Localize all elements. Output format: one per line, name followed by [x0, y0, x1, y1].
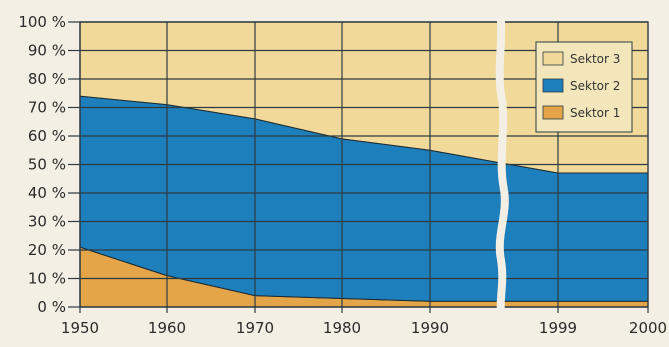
axis-break [495, 10, 509, 320]
legend-swatch [542, 105, 564, 120]
y-tick-label: 90 % [28, 42, 66, 60]
y-tick-label: 40 % [28, 184, 66, 202]
y-tick-label: 50 % [28, 156, 66, 174]
legend-label: Sektor 3 [570, 52, 620, 66]
x-tick-label: 2000 [629, 319, 667, 337]
x-axis: 1950 1960 1970 1980 1990 1999 2000 [61, 307, 667, 337]
x-tick-label: 1990 [411, 319, 449, 337]
plot-area [79, 10, 649, 320]
legend-label: Sektor 1 [570, 106, 620, 120]
legend-label: Sektor 2 [570, 79, 620, 93]
x-tick-label: 1999 [539, 319, 577, 337]
y-tick-label: 0 % [37, 298, 66, 316]
y-tick-label: 20 % [28, 241, 66, 259]
y-tick-label: 30 % [28, 213, 66, 231]
legend-swatch [542, 78, 564, 93]
x-tick-label: 1970 [236, 319, 274, 337]
y-tick-label: 70 % [28, 99, 66, 117]
y-tick-label: 10 % [28, 270, 66, 288]
x-tick-label: 1980 [323, 319, 361, 337]
y-tick-label: 80 % [28, 70, 66, 88]
legend-swatch [542, 51, 564, 66]
y-tick-label: 60 % [28, 127, 66, 145]
y-axis: 0 % 10 % 20 % 30 % 40 % 50 % 60 % 70 % 80 % 90 % 1… [18, 13, 80, 316]
y-tick-label: 100 % [18, 13, 66, 31]
legend: Sektor 3 Sektor 2 Sektor 1 [535, 41, 633, 133]
x-tick-label: 1950 [61, 319, 99, 337]
x-tick-label: 1960 [148, 319, 186, 337]
